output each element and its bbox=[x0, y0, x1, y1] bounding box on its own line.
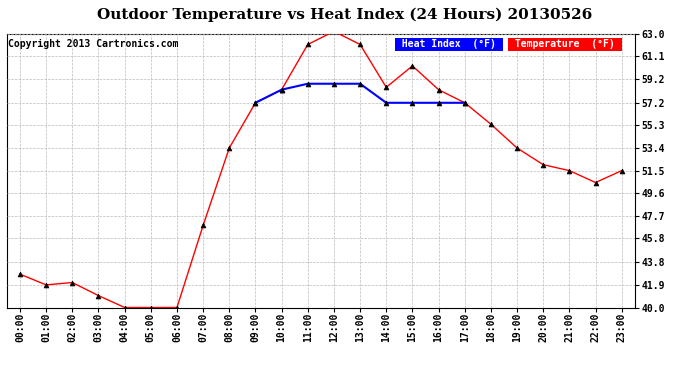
Text: Copyright 2013 Cartronics.com: Copyright 2013 Cartronics.com bbox=[8, 39, 178, 49]
Text: Outdoor Temperature vs Heat Index (24 Hours) 20130526: Outdoor Temperature vs Heat Index (24 Ho… bbox=[97, 8, 593, 22]
Text: Temperature  (°F): Temperature (°F) bbox=[509, 39, 621, 49]
Text: Heat Index  (°F): Heat Index (°F) bbox=[396, 39, 502, 49]
